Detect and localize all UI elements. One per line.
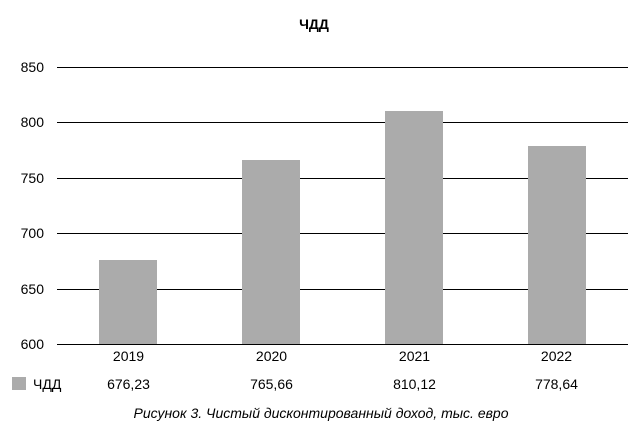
value-label-2019: 676,23 [107, 376, 150, 392]
y-axis-tick-label-600: 600 [20, 336, 44, 352]
legend-label: ЧДД [33, 376, 62, 392]
x-axis-label-2020: 2020 [255, 348, 288, 364]
value-label-2022: 778,64 [535, 376, 578, 392]
value-label-2021: 810,12 [393, 376, 436, 392]
y-axis-tick-label-750: 750 [20, 169, 44, 186]
chart-title: ЧДД [299, 16, 329, 32]
gridline-600 [57, 344, 628, 345]
plot-area [57, 67, 628, 345]
y-axis-tick-label-650: 650 [20, 280, 44, 297]
legend-swatch-icon [12, 377, 26, 390]
bar-2020 [242, 160, 300, 344]
bar-2019 [99, 260, 157, 344]
bar-2021 [385, 111, 443, 344]
y-axis-tick-label-800: 800 [20, 114, 44, 131]
x-axis-label-2021: 2021 [398, 348, 431, 364]
figure-caption: Рисунок 3. Чистый дисконтированный доход… [133, 405, 509, 421]
x-axis-label-2019: 2019 [112, 348, 145, 364]
bar-2022 [528, 146, 586, 344]
gridline-850 [57, 67, 628, 68]
y-axis-tick-label-850: 850 [20, 59, 44, 75]
gridline-650 [57, 289, 628, 290]
y-axis-tick-label-700: 700 [20, 225, 44, 242]
gridline-700 [57, 233, 628, 234]
gridline-800 [57, 122, 628, 123]
gridline-750 [57, 178, 628, 179]
value-label-2020: 765,66 [250, 376, 293, 392]
x-axis-label-2022: 2022 [540, 348, 573, 364]
